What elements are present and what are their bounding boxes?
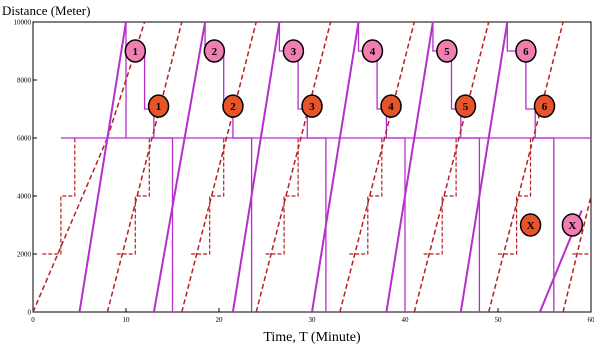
y-axis-ticks: 0 2000 4000 6000 8000 10000 bbox=[14, 19, 37, 317]
orange-badge bbox=[519, 213, 542, 237]
dashed-trajectory-line bbox=[106, 21, 146, 139]
magenta-step-line bbox=[204, 22, 253, 312]
pink-badge-label: X bbox=[568, 220, 576, 232]
orange-badge bbox=[380, 94, 402, 118]
dashed-trajectory-line bbox=[181, 21, 257, 313]
dashed-trajectory-line bbox=[32, 137, 109, 313]
orange-badge-label: 4 bbox=[388, 101, 394, 113]
x-tick-label: 60 bbox=[588, 316, 594, 324]
x-tick-label: 0 bbox=[31, 316, 35, 324]
dashed-step-line bbox=[265, 138, 299, 255]
x-tick-label: 40 bbox=[402, 316, 410, 324]
dashed-step-line bbox=[42, 138, 76, 255]
orange-badge bbox=[301, 94, 323, 118]
magenta-step-line bbox=[357, 22, 406, 312]
pink-badge-label: 1 bbox=[133, 46, 139, 58]
dashed-step-line bbox=[191, 138, 225, 255]
magenta-trajectory-line bbox=[311, 21, 360, 313]
orange-badge bbox=[533, 94, 556, 118]
dashed-trajectory-line bbox=[562, 195, 592, 313]
pink-badge-label: 2 bbox=[212, 46, 218, 58]
pink-badge bbox=[282, 39, 305, 63]
magenta-trajectory-line bbox=[78, 21, 127, 313]
pink-badge-label: 5 bbox=[444, 46, 450, 58]
magenta-trajectory-line bbox=[152, 21, 207, 313]
dashed-step-line bbox=[423, 138, 457, 255]
orange-badge bbox=[454, 94, 477, 118]
pink-badge bbox=[436, 39, 458, 63]
y-tick-label: 8000 bbox=[17, 77, 32, 85]
orange-badge-label: 6 bbox=[542, 101, 548, 113]
dashed-trajectory-line bbox=[339, 21, 416, 313]
pink-badge-label: 4 bbox=[370, 46, 376, 58]
x-tick-label: 20 bbox=[216, 316, 224, 324]
plot-frame bbox=[32, 21, 592, 313]
pink-badge-label: 3 bbox=[291, 46, 297, 58]
y-axis-title: Distance (Meter) bbox=[2, 3, 90, 18]
pink-badge bbox=[124, 39, 147, 63]
step-lines bbox=[42, 22, 591, 312]
magenta-trajectory-line bbox=[459, 21, 509, 313]
orange-badge-label: 2 bbox=[230, 101, 236, 113]
y-tick-label: 6000 bbox=[17, 135, 32, 143]
magenta-step-line bbox=[506, 22, 555, 312]
x-tick-label: 50 bbox=[495, 316, 503, 324]
orange-badge bbox=[222, 94, 244, 118]
x-tick-label: 10 bbox=[123, 316, 131, 324]
y-tick-label: 0 bbox=[28, 309, 32, 317]
orange-badge-label: 3 bbox=[309, 101, 315, 113]
annotation-badges: 1 2 3 4 5 6 X 1 2 3 4 5 6 X bbox=[124, 39, 584, 237]
dashed-step-line bbox=[116, 138, 150, 255]
dashed-step-line bbox=[498, 138, 532, 255]
orange-badge-label: 1 bbox=[156, 101, 162, 113]
pink-badge bbox=[361, 39, 384, 63]
magenta-step-line bbox=[432, 22, 481, 312]
magenta-trajectory-line bbox=[231, 21, 281, 313]
y-tick-label: 2000 bbox=[17, 251, 32, 259]
orange-badge-label: 5 bbox=[463, 101, 469, 113]
x-axis-title: Time, T (Minute) bbox=[263, 330, 361, 345]
dashed-trajectory-line bbox=[255, 21, 332, 313]
orange-badge-label: X bbox=[527, 220, 535, 232]
pink-badge bbox=[515, 39, 537, 63]
orange-badge bbox=[147, 94, 170, 118]
pink-badge-label: 6 bbox=[523, 46, 529, 58]
dashed-step-line bbox=[349, 138, 383, 255]
dashed-trajectory-line bbox=[106, 21, 183, 313]
y-tick-label: 10000 bbox=[14, 19, 32, 27]
pink-badge bbox=[561, 213, 584, 237]
magenta-trajectory-line bbox=[385, 21, 434, 313]
pink-badge bbox=[203, 39, 226, 63]
dashed-trajectory-line bbox=[487, 21, 564, 313]
x-tick-label: 30 bbox=[309, 316, 317, 324]
trajectory-lines bbox=[32, 21, 592, 313]
magenta-step-line bbox=[125, 22, 174, 312]
y-tick-label: 4000 bbox=[17, 193, 32, 201]
dashed-trajectory-line bbox=[413, 21, 490, 313]
